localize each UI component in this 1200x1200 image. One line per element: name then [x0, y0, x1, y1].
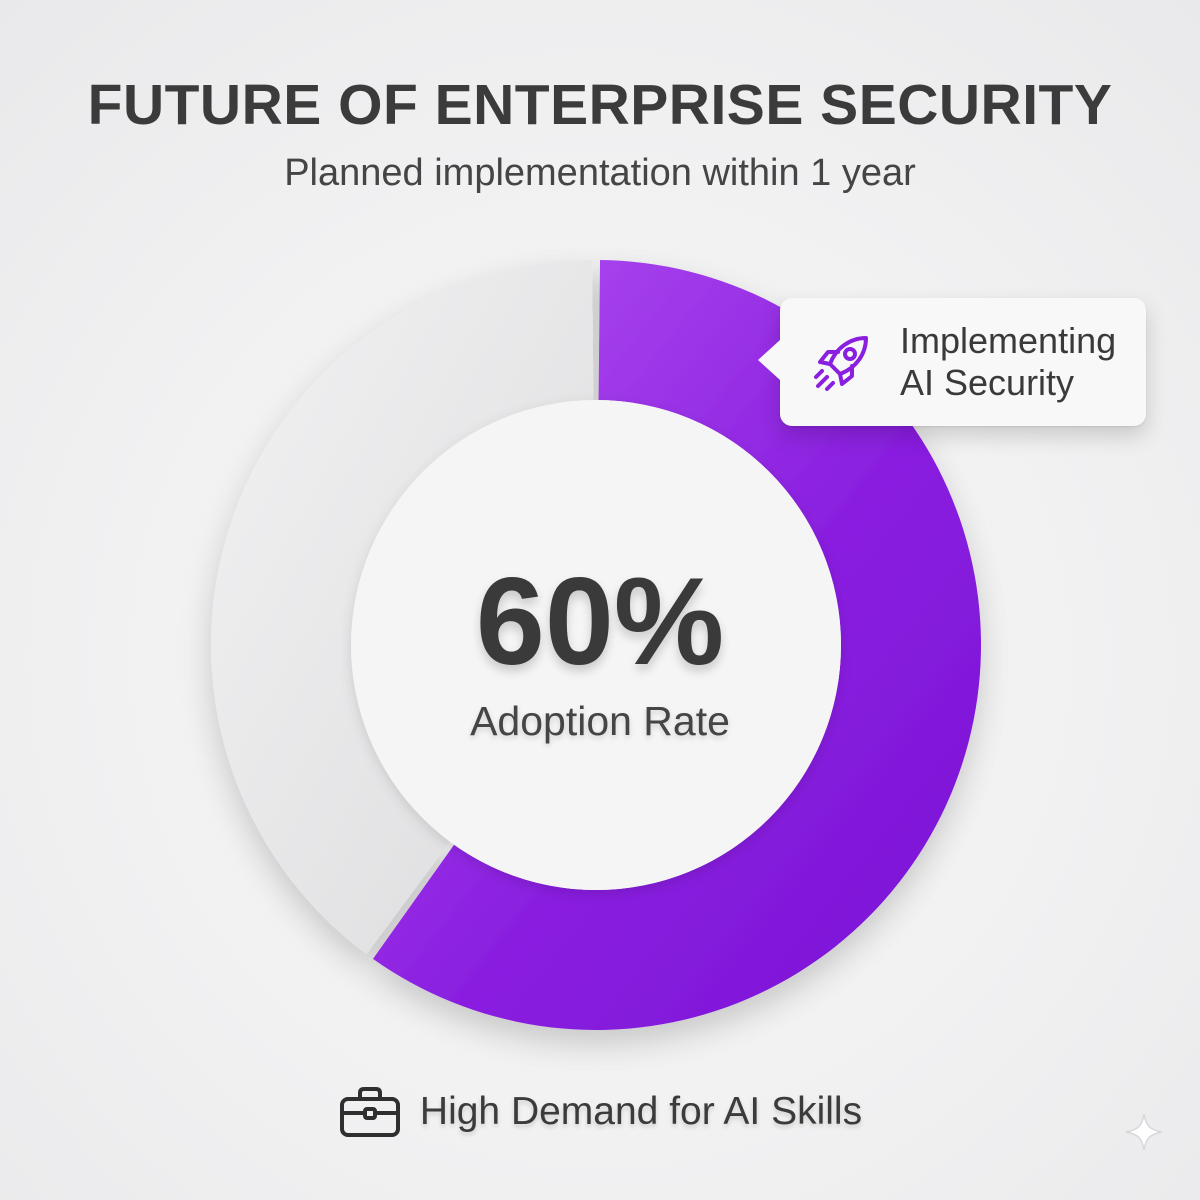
footer-text: High Demand for AI Skills [419, 1090, 863, 1133]
annotation-line-1: Implementing [900, 320, 1117, 361]
sparkle-icon [1125, 1113, 1163, 1151]
page-title: FUTURE OF ENTERPRISE SECURITY [87, 73, 1113, 137]
center-value: 60% [475, 553, 725, 691]
annotation-callout: Implementing AI Security [758, 298, 1146, 426]
footer: High Demand for AI Skills [0, 1082, 1200, 1142]
briefcase-icon [339, 1087, 400, 1137]
page-subtitle: Planned implementation within 1 year [284, 152, 916, 194]
slice-remainder [211, 260, 594, 955]
donut-hole [351, 400, 841, 890]
annotation-text: Implementing AI Security [900, 320, 1136, 404]
center-label: Adoption Rate [470, 698, 730, 744]
rocket-icon [814, 336, 868, 391]
slice-implementing-ai-security [372, 260, 981, 1030]
annotation-line-2: AI Security [900, 362, 1075, 403]
